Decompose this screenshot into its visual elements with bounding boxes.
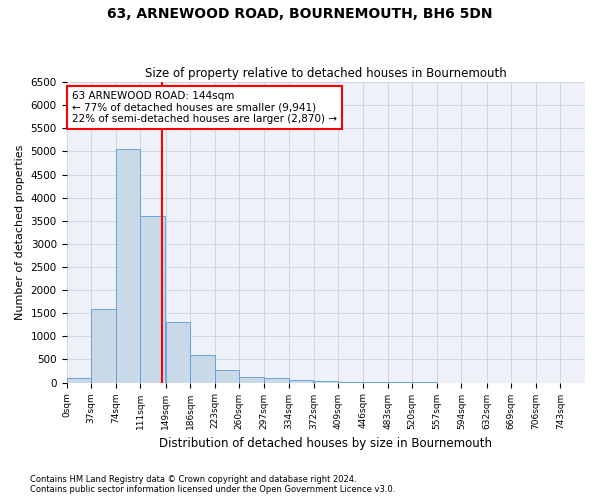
Text: 63 ARNEWOOD ROAD: 144sqm
← 77% of detached houses are smaller (9,941)
22% of sem: 63 ARNEWOOD ROAD: 144sqm ← 77% of detach… [72, 91, 337, 124]
Bar [314, 381, 338, 382]
Title: Size of property relative to detached houses in Bournemouth: Size of property relative to detached ho… [145, 66, 506, 80]
Bar [140, 216, 165, 382]
Bar [215, 370, 239, 382]
Bar [239, 376, 264, 382]
Bar [289, 380, 313, 382]
Bar [91, 308, 116, 382]
Bar [166, 322, 190, 382]
Y-axis label: Number of detached properties: Number of detached properties [15, 144, 25, 320]
Bar [190, 355, 215, 382]
Text: Contains public sector information licensed under the Open Government Licence v3: Contains public sector information licen… [30, 486, 395, 494]
Bar [116, 149, 140, 382]
Bar [264, 378, 289, 382]
Bar [67, 378, 91, 382]
X-axis label: Distribution of detached houses by size in Bournemouth: Distribution of detached houses by size … [159, 437, 492, 450]
Text: Contains HM Land Registry data © Crown copyright and database right 2024.: Contains HM Land Registry data © Crown c… [30, 476, 356, 484]
Text: 63, ARNEWOOD ROAD, BOURNEMOUTH, BH6 5DN: 63, ARNEWOOD ROAD, BOURNEMOUTH, BH6 5DN [107, 8, 493, 22]
